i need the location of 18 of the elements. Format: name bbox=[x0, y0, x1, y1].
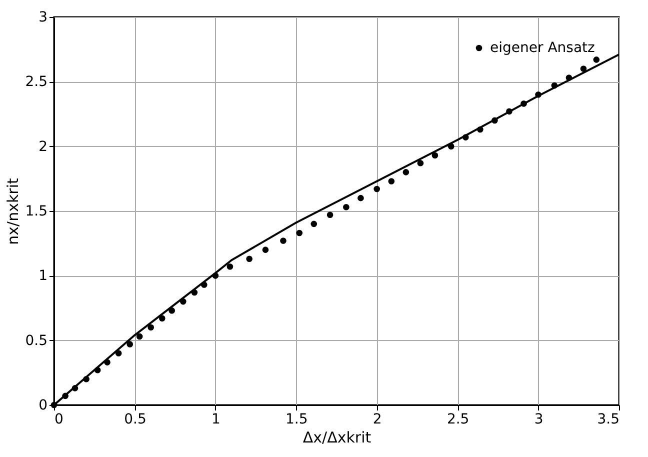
x-axis-title: Δx/Δxkrit bbox=[302, 428, 372, 446]
y-tick-label: 2 bbox=[38, 138, 48, 155]
x-tick-label: 3 bbox=[534, 412, 544, 428]
x-tick-label: 0.5 bbox=[124, 412, 146, 428]
y-axis-title: nx/nxkrit bbox=[4, 178, 22, 245]
legend-label: eigener Ansatz bbox=[490, 40, 595, 56]
y-tick-label: 3 bbox=[38, 10, 48, 26]
x-tick-label: 2.5 bbox=[446, 412, 470, 428]
y-tick-label: 2.5 bbox=[25, 74, 48, 90]
y-tick-label: 1 bbox=[38, 268, 48, 284]
y-tick-label: 0 bbox=[38, 398, 48, 414]
x-tick-label: 2 bbox=[372, 412, 382, 428]
y-tick-label: 0.5 bbox=[25, 332, 48, 349]
x-tick-label: 1 bbox=[211, 412, 220, 428]
x-tick-label: 1.5 bbox=[286, 412, 308, 428]
x-tick-label: 0 bbox=[54, 412, 64, 428]
y-tick-label: 1.5 bbox=[25, 204, 48, 220]
x-tick-label: 3.5 bbox=[597, 412, 620, 428]
